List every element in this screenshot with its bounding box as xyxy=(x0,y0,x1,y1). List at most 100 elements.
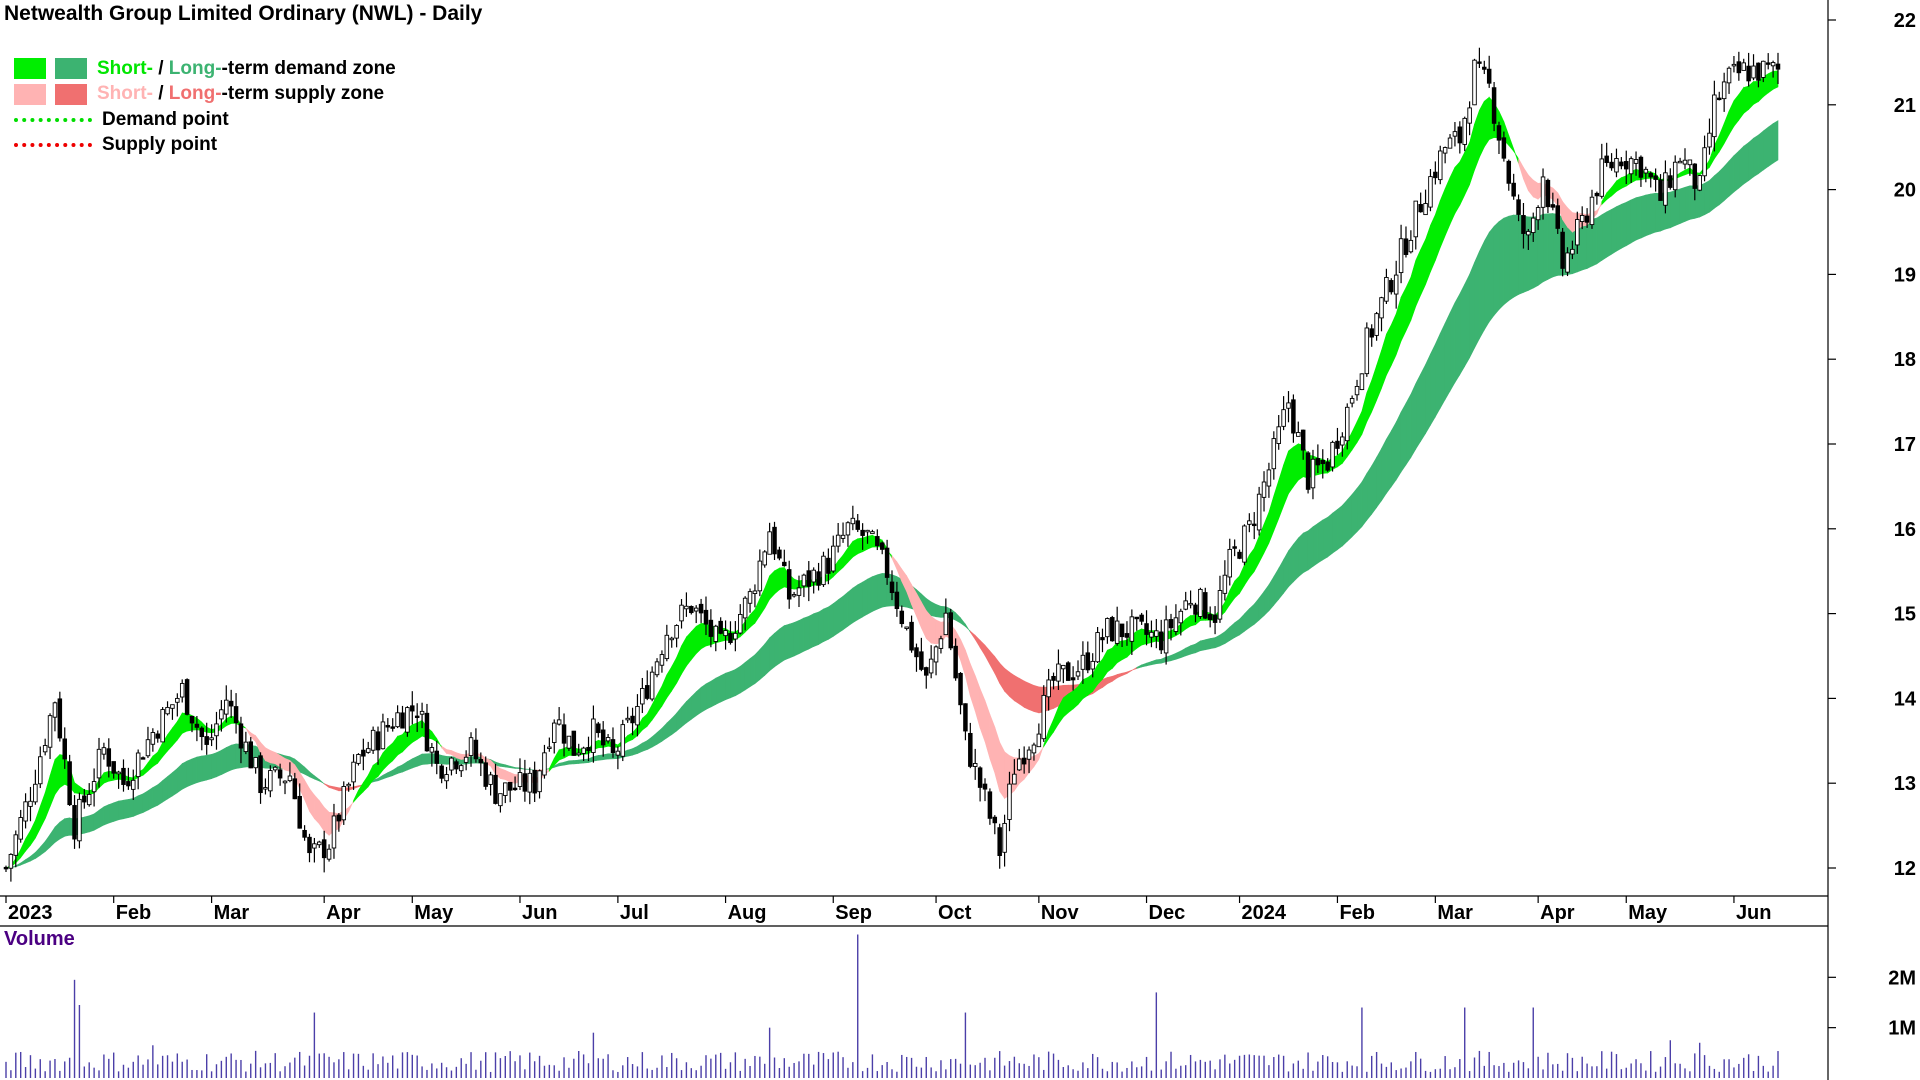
candle xyxy=(1687,159,1693,176)
candle xyxy=(468,732,474,767)
candle xyxy=(346,782,351,792)
y-tick-label: 21 xyxy=(1894,95,1916,117)
candle xyxy=(1325,458,1330,472)
candle xyxy=(33,769,38,805)
long-term-zone-segment xyxy=(1121,671,1128,677)
short-term-zone-segment xyxy=(994,727,1001,792)
short-term-zone-segment xyxy=(1459,152,1465,206)
long-term-zone-segment xyxy=(1018,677,1025,708)
candle xyxy=(503,782,508,804)
candle xyxy=(1384,268,1389,305)
long-term-zone-segment xyxy=(842,591,849,631)
long-term-zone-segment xyxy=(84,815,90,834)
candle-body xyxy=(1198,588,1203,617)
short-term-zone-segment xyxy=(1063,693,1069,718)
candle-body xyxy=(135,752,141,778)
candle xyxy=(170,704,175,720)
legend-demand-point: Demand point xyxy=(14,107,396,133)
short-term-zone-segment xyxy=(759,588,766,617)
candle xyxy=(277,763,283,786)
long-term-zone-segment xyxy=(1160,656,1167,664)
long-term-zone-segment xyxy=(1253,597,1260,626)
candle xyxy=(1545,178,1551,214)
long-term-zone-segment xyxy=(881,573,888,608)
candle-body xyxy=(67,761,72,806)
candle xyxy=(894,581,900,617)
short-term-zone-segment xyxy=(1714,135,1720,160)
short-term-zone-segment xyxy=(206,726,212,734)
long-term-zone-segment xyxy=(1542,213,1549,283)
candle xyxy=(610,727,616,758)
short-term-zone-segment xyxy=(54,753,61,796)
candle-body xyxy=(375,731,381,751)
candle-body xyxy=(1105,618,1110,638)
long-term-zone-segment xyxy=(1376,447,1382,509)
candle-body xyxy=(654,661,660,676)
short-term-zone-segment xyxy=(181,712,188,734)
candle-body xyxy=(542,752,547,776)
candle xyxy=(738,604,743,635)
candle xyxy=(1393,260,1399,309)
short-term-zone-segment xyxy=(79,785,85,795)
short-term-zone-segment xyxy=(1038,745,1044,760)
short-term-zone-segment xyxy=(925,609,932,644)
candle-body xyxy=(767,531,772,555)
candle xyxy=(708,609,714,648)
candle-body xyxy=(1570,248,1575,255)
candle xyxy=(214,711,219,750)
candle xyxy=(1315,444,1321,474)
short-term-zone-segment xyxy=(1033,753,1040,768)
short-term-zone-segment xyxy=(39,792,46,829)
candle-body xyxy=(1614,158,1619,173)
candle-body xyxy=(1707,132,1712,148)
candle xyxy=(1247,513,1252,533)
legend-short-text: Short- xyxy=(97,57,153,79)
long-term-zone-segment xyxy=(35,846,41,860)
long-term-zone-segment xyxy=(514,767,521,769)
candle xyxy=(1193,602,1198,623)
candle xyxy=(1589,189,1595,229)
candle-body xyxy=(1736,61,1742,74)
candle-body xyxy=(1325,461,1330,471)
short-term-zone-segment xyxy=(59,754,65,789)
long-term-zone-segment xyxy=(1714,170,1720,209)
long-term-zone-segment xyxy=(196,755,203,784)
candle-body xyxy=(1692,163,1698,189)
short-term-zone-segment xyxy=(930,615,937,645)
short-term-zone-segment xyxy=(1449,167,1456,225)
long-term-zone-segment xyxy=(876,573,883,610)
long-term-zone-segment xyxy=(1293,537,1299,583)
candle-body xyxy=(1232,546,1237,549)
candle xyxy=(1663,160,1668,214)
short-term-zone-segment xyxy=(1185,614,1191,630)
long-term-zone-segment xyxy=(1136,664,1142,669)
candle xyxy=(179,679,185,703)
candle-body xyxy=(581,747,586,754)
long-term-zone-segment xyxy=(1626,199,1632,247)
candle-body xyxy=(1619,161,1624,167)
candle xyxy=(493,763,498,805)
candle-body xyxy=(865,529,870,533)
long-term-zone-segment xyxy=(832,599,839,637)
candle xyxy=(566,735,572,751)
candle-body xyxy=(1364,327,1370,375)
candle-body xyxy=(860,529,865,536)
candle-body xyxy=(1188,602,1193,606)
candle-body xyxy=(140,757,146,760)
short-term-zone-segment xyxy=(1415,249,1421,307)
candle xyxy=(1237,549,1242,560)
long-term-zone-segment xyxy=(54,821,61,843)
candle-body xyxy=(77,798,82,842)
long-term-zone-segment xyxy=(1234,618,1240,639)
candle-body xyxy=(537,770,542,793)
candle-body xyxy=(1486,68,1492,84)
long-term-zone-segment xyxy=(1327,512,1333,558)
candle xyxy=(1154,618,1159,649)
candle-body xyxy=(1354,386,1360,396)
candle-body xyxy=(131,779,136,790)
long-term-zone-segment xyxy=(1126,669,1133,675)
candle-body xyxy=(943,612,949,636)
candle xyxy=(1095,627,1100,664)
short-term-zone-segment xyxy=(314,794,320,825)
candle xyxy=(1423,189,1428,216)
